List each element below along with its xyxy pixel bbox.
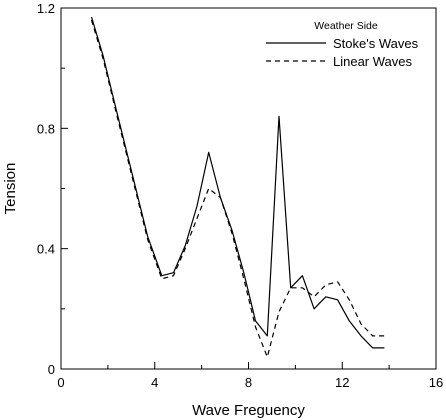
axis-labels: 0 4 8 12 16 0 0.4 0.8 1.2 bbox=[37, 1, 443, 390]
series-line-linear-waves bbox=[90, 19, 385, 358]
x-axis-title: Wave Freguency bbox=[192, 402, 305, 419]
legend-label-stokes-waves: Stoke's Waves bbox=[333, 36, 419, 51]
x-tick-label-2: 8 bbox=[245, 375, 252, 390]
legend-label-linear-waves: Linear Waves bbox=[333, 54, 412, 69]
x-tick-label-4: 16 bbox=[429, 375, 443, 390]
y-tick-label-0: 0 bbox=[48, 362, 55, 377]
x-tick-label-3: 12 bbox=[335, 375, 349, 390]
axis-ticks bbox=[60, 7, 437, 370]
y-tick-label-2: 0.8 bbox=[37, 121, 55, 136]
y-tick-label-3: 1.2 bbox=[37, 1, 55, 16]
y-tick-label-1: 0.4 bbox=[37, 242, 55, 257]
series-line-stokes-waves bbox=[90, 16, 385, 349]
legend-title: Weather Side bbox=[314, 20, 378, 32]
legend: Weather Side Stoke's Waves Linear Waves bbox=[266, 20, 419, 69]
x-tick-label-0: 0 bbox=[57, 375, 64, 390]
x-tick-label-1: 4 bbox=[151, 375, 158, 390]
plot-frame bbox=[60, 7, 437, 370]
series-lines bbox=[90, 16, 385, 358]
y-axis-title: Tension bbox=[2, 163, 19, 215]
